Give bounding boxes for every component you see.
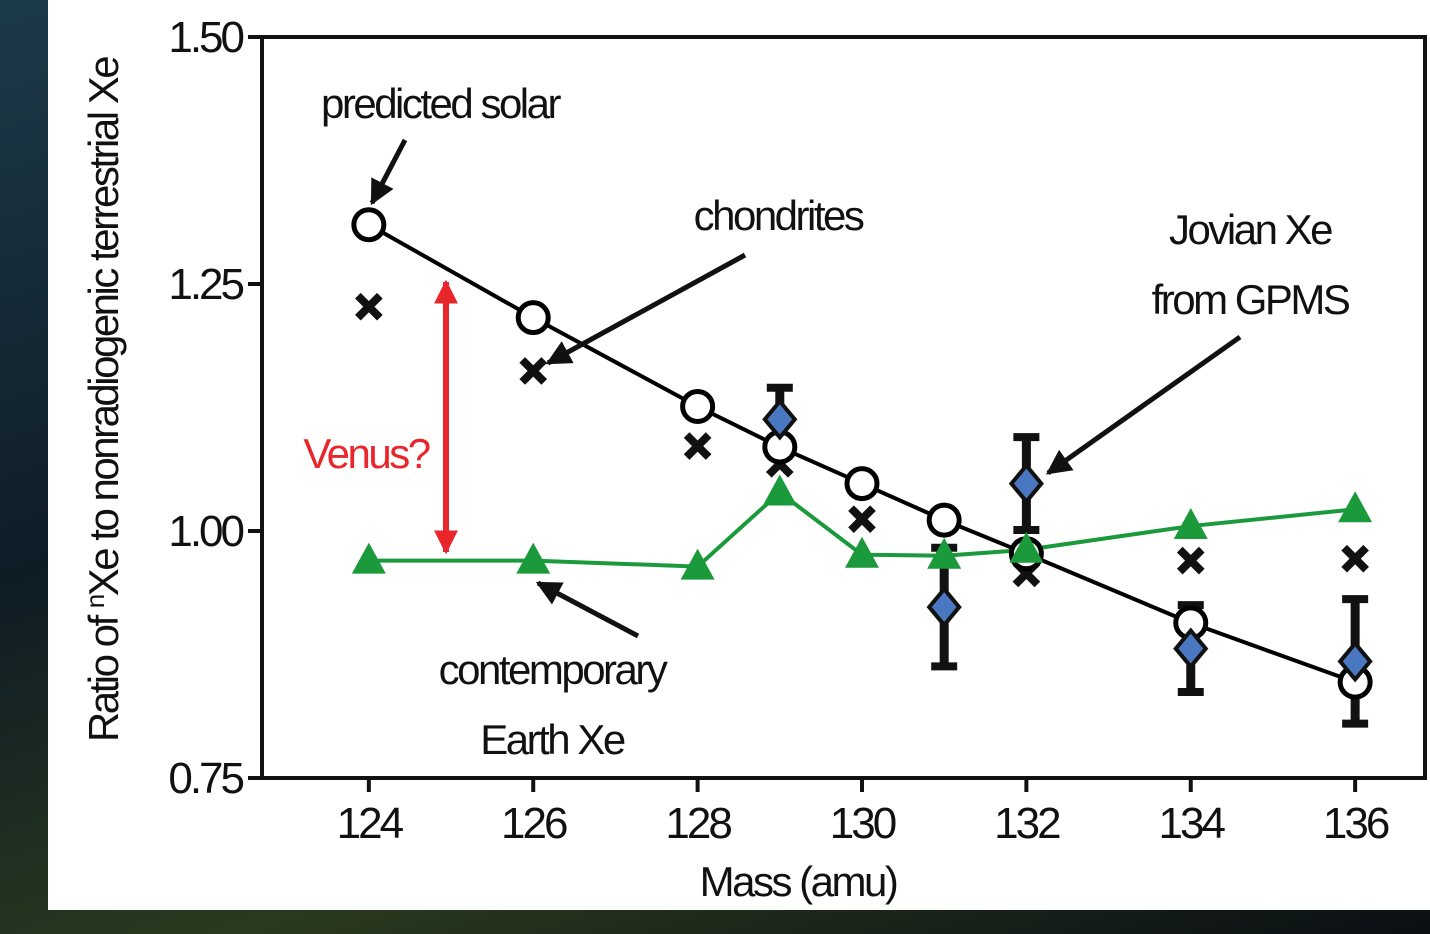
y-tick-label: 1.25 xyxy=(168,260,243,309)
x-tick-label: 132 xyxy=(994,799,1060,848)
marker-shape xyxy=(847,469,877,499)
page: {"chart_data": { "type": "scatter", "x_l… xyxy=(0,0,1430,934)
annotation: Venus? xyxy=(303,430,429,477)
annotation: predicted solar xyxy=(321,80,561,127)
data-point xyxy=(354,210,384,240)
x-tick-label: 136 xyxy=(1323,799,1389,848)
data-point xyxy=(683,392,713,422)
annotation: Jovian Xe xyxy=(1169,206,1332,253)
marker-shape xyxy=(929,505,959,535)
y-label-suffix: Xe to nonradiogenic terrestrial Xe xyxy=(80,57,127,596)
annotation: chondrites xyxy=(694,192,864,239)
x-tick-label: 124 xyxy=(337,799,404,848)
y-tick-label: 1.50 xyxy=(168,13,243,62)
annotation: contemporary xyxy=(439,646,668,693)
marker-shape xyxy=(354,210,384,240)
data-point xyxy=(929,505,959,535)
chart: 0.75 1.00 1.25 1.50 124 126 128 130 132 134 136 Ma… xyxy=(0,0,1430,934)
data-point xyxy=(518,303,548,333)
x-tick-label: 126 xyxy=(501,799,567,848)
panel xyxy=(48,0,1430,910)
annotation: from GPMS xyxy=(1152,276,1350,323)
y-axis-label: Ratio of nXe to nonradiogenic terrestria… xyxy=(80,57,127,742)
x-tick-label: 134 xyxy=(1159,799,1226,848)
x-axis-label: Mass (amu) xyxy=(700,858,897,905)
marker-shape xyxy=(518,303,548,333)
y-tick-label: 1.00 xyxy=(168,507,243,556)
x-tick-label: 128 xyxy=(665,799,731,848)
data-point xyxy=(847,469,877,499)
marker-shape xyxy=(683,392,713,422)
y-tick-label: 0.75 xyxy=(168,754,243,803)
y-label-prefix: Ratio of xyxy=(80,608,127,742)
annotation: Earth Xe xyxy=(480,716,625,763)
x-tick-label: 130 xyxy=(830,799,896,848)
